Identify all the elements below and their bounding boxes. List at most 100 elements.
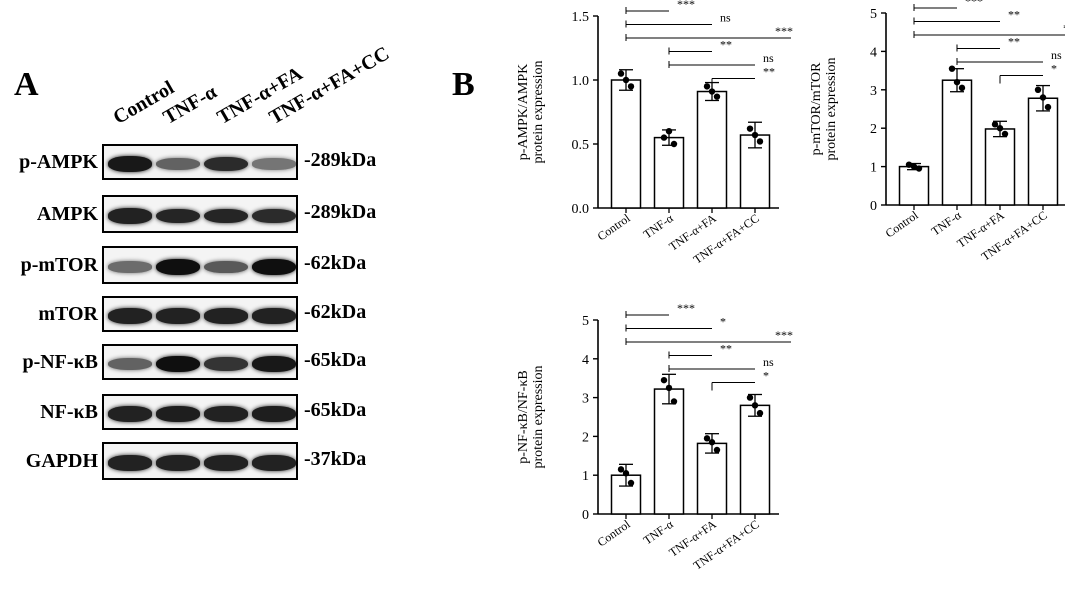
blot-mw-label: -62kDa [304,301,367,323]
y-tick-label: 0 [582,508,589,523]
x-tick-label: Control [883,208,922,241]
blot-band [252,208,296,224]
panel-b-label: B [452,66,475,103]
significance-label: *** [775,24,793,38]
data-point [713,93,721,100]
blot-band [156,406,200,422]
data-point [1034,86,1042,94]
blot-strip [102,296,298,332]
data-point [910,163,918,170]
blot-band [156,308,200,324]
y-axis-label-line: p-AMPK/AMPK [516,64,531,160]
blot-band [204,260,248,274]
blot-mw-label: -65kDa [304,349,367,371]
data-point [905,161,913,168]
data-point [713,446,721,454]
data-point [991,121,999,128]
data-point [670,398,678,405]
data-point [627,83,635,90]
y-axis-label-line: protein expression [824,57,839,160]
blot-band [156,455,200,471]
significance-label: ** [763,65,775,79]
blot-band [204,156,248,172]
bar [610,79,642,209]
data-point [660,134,668,141]
significance-label: *** [677,301,695,315]
bar [898,165,930,206]
blot-band [156,158,200,170]
y-tick-label: 2 [870,122,877,137]
blot-band [252,455,296,471]
blot-band [108,358,152,370]
panel-a-label: A [14,66,39,103]
significance-label: * [763,369,769,383]
x-tick-label: Control [595,211,634,244]
y-tick-label: 0 [870,199,877,214]
y-tick-label: 2 [582,430,589,445]
data-point [1044,103,1052,111]
y-tick-label: 3 [870,84,877,99]
y-tick-label: 1.0 [572,74,590,89]
significance-label: ns [720,11,731,25]
bar [941,79,973,206]
y-axis-label-line: protein expression [531,60,546,163]
bar [696,442,728,515]
y-tick-label: 1.5 [572,10,590,25]
significance-label: * [1051,62,1057,76]
blot-band [204,406,248,422]
blot-band [108,156,152,172]
bar [984,128,1016,206]
data-point [617,70,625,77]
y-axis-label-line: p-mTOR/mTOR [809,62,824,155]
significance-label: ** [1008,8,1020,22]
y-axis-label-line: p-NF-κB/NF-κB [516,370,531,463]
x-tick-label: TNF-α [929,208,965,239]
blot-strip [102,344,298,380]
blot-band [156,208,200,224]
blot-label: NF-κB [40,401,98,423]
blot-strip [102,246,298,284]
y-tick-label: 0.5 [572,138,590,153]
y-tick-label: 1 [582,469,589,484]
blot-strip [102,394,298,430]
significance-label: *** [1063,21,1065,35]
data-point [958,84,966,92]
blot-mw-label: -289kDa [304,201,377,223]
blot-band [204,356,248,372]
data-point [751,402,759,409]
bar [653,388,685,515]
y-tick-label: 3 [582,392,589,407]
y-axis-label: p-mTOR/mTORprotein expression [809,57,839,160]
blot-strip [102,442,298,480]
data-point [756,409,764,417]
blot-mw-label: -37kDa [304,448,367,470]
data-point [665,128,673,135]
data-point [953,78,961,86]
data-point [703,435,711,442]
data-point [622,76,630,84]
blot-band [204,455,248,471]
blot-band [108,208,152,224]
data-point [622,470,630,477]
blot-label: p-mTOR [20,254,98,276]
data-point [948,65,956,72]
blot-mw-label: -289kDa [304,149,377,171]
data-point [751,131,759,139]
significance-label: *** [965,0,983,8]
blot-mw-label: -65kDa [304,399,367,421]
blot-band [252,259,296,275]
data-point [756,138,764,145]
bar-chart-3: 0 1 2 3 4 5 p-NF-κB/NF-κBprotein expression Con… [516,301,793,573]
y-axis-label: p-NF-κB/NF-κBprotein expression [516,365,546,468]
blot-band [108,308,152,324]
bar [1027,97,1059,206]
data-point [703,83,711,90]
data-point [708,439,716,446]
blot-band [108,406,152,422]
significance-label: ** [1008,35,1020,49]
blot-label: AMPK [36,203,98,225]
y-tick-label: 5 [582,314,589,329]
blot-band [252,308,296,324]
y-tick-label: 0.0 [572,202,590,217]
data-point [996,125,1004,132]
